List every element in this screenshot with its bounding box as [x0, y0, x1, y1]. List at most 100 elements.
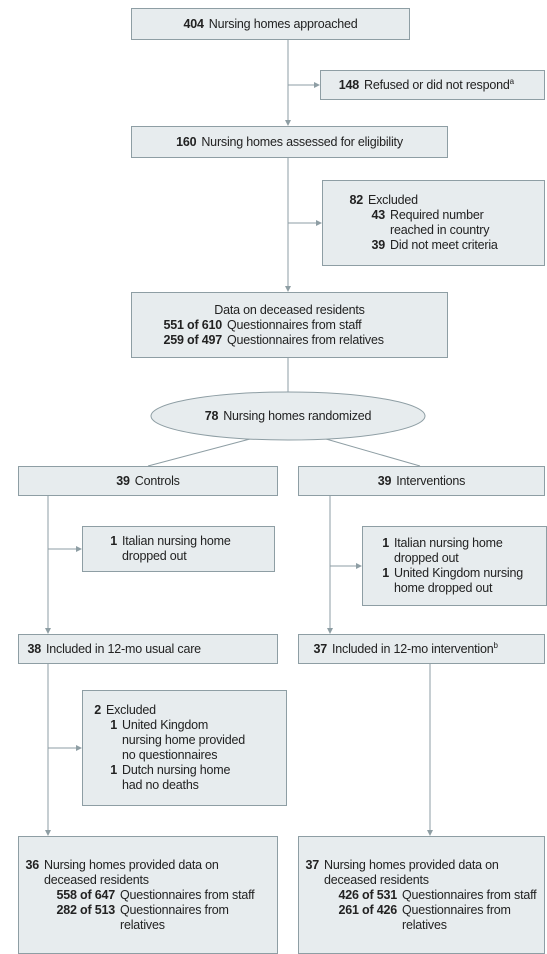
count: 426 of 531: [338, 887, 398, 902]
box: 39 Interventions: [298, 466, 545, 496]
count: 39: [116, 473, 130, 488]
line: 1 United Kingdom nursing home provided no…: [83, 718, 286, 763]
box: 160 Nursing homes assessed for eligibilit…: [131, 126, 448, 158]
label: Nursing homes assessed for eligibility: [201, 134, 403, 149]
label: Interventions: [396, 473, 466, 488]
line: 148 Refused or did not responda: [321, 76, 544, 93]
line: 38 Included in 12-mo usual care: [19, 642, 277, 657]
box: 37 Included in 12-mo interventionb: [298, 634, 545, 664]
line: 282 of 513 Questionnaires from relatives: [19, 903, 277, 933]
count: 148: [338, 77, 359, 92]
line: 261 of 426 Questionnaires from relatives: [299, 903, 544, 933]
line: 39 Controls: [19, 474, 277, 489]
label: Dutch nursing home had no deaths: [122, 763, 231, 792]
connector-lines: [45, 40, 433, 836]
count: 261 of 426: [338, 902, 398, 917]
count: 78: [204, 408, 219, 423]
connector: [147, 438, 251, 467]
box: 38 Included in 12-mo usual care: [18, 634, 278, 664]
count: 551 of 610: [163, 317, 223, 332]
randomization-oval: [150, 391, 426, 441]
label: Included in 12-mo usual care: [46, 641, 201, 656]
box: 2 Excluded 1 United Kingdom nursing home pr…: [82, 690, 287, 806]
count: 1: [110, 763, 117, 777]
connector: [325, 438, 421, 467]
count: 1: [110, 534, 117, 548]
label: Nursing homes randomized: [223, 408, 372, 423]
count: 259 of 497: [163, 332, 223, 347]
line: 1 Italian nursing home dropped out: [363, 536, 546, 566]
count: 82: [349, 193, 363, 207]
line: 160 Nursing homes assessed for eligibilit…: [132, 135, 447, 150]
count: 39: [371, 238, 385, 252]
line: 404 Nursing homes approached: [132, 17, 409, 32]
label: United Kingdom nursing home provided no …: [122, 718, 245, 762]
box: 39 Controls: [18, 466, 278, 496]
label: Questionnaires from relatives: [120, 902, 229, 932]
label: Refused or did not responda: [364, 76, 514, 92]
line: 78 Nursing homes randomized: [151, 409, 425, 424]
count: 43: [371, 208, 385, 222]
label: Questionnaires from staff: [227, 317, 362, 332]
box: Data on deceased residents 551 of 610 Ques…: [131, 292, 448, 358]
box: 404 Nursing homes approached: [131, 8, 410, 40]
count: 1: [110, 718, 117, 732]
footnote-mark: a: [509, 76, 514, 86]
count: 36: [25, 857, 39, 872]
line: 1 Dutch nursing home had no deaths: [83, 763, 286, 793]
count: 39: [377, 473, 392, 488]
label: Nursing homes provided data on deceased …: [324, 857, 499, 887]
line: 37 Nursing homes provided data on decease…: [299, 858, 544, 888]
line: Data on deceased residents: [132, 303, 447, 318]
line: 1 United Kingdom nursing home dropped out: [363, 566, 546, 596]
count: 282 of 513: [56, 902, 116, 917]
line: 551 of 610 Questionnaires from staff: [132, 318, 447, 333]
label: Data on deceased residents: [214, 302, 365, 317]
label: Italian nursing home dropped out: [394, 536, 503, 565]
label: Italian nursing home dropped out: [122, 534, 231, 563]
line: 37 Included in 12-mo interventionb: [299, 640, 544, 657]
label: Nursing homes approached: [208, 16, 358, 31]
line: 82 Excluded: [323, 193, 544, 208]
box: 36 Nursing homes provided data on decease…: [18, 836, 278, 954]
line: 39 Did not meet criteria: [323, 238, 544, 253]
label: United Kingdom nursing home dropped out: [394, 566, 524, 595]
line: 2 Excluded: [83, 703, 286, 718]
count: 38: [27, 641, 41, 656]
line: 43 Required number reached in country: [323, 208, 544, 238]
count: 37: [305, 857, 319, 872]
box: 1 Italian nursing home dropped out: [82, 526, 275, 572]
line: 558 of 647 Questionnaires from staff: [19, 888, 277, 903]
box: 37 Nursing homes provided data on decease…: [298, 836, 545, 954]
label: Included in 12-mo interventionb: [332, 640, 498, 656]
label: Questionnaires from staff: [120, 887, 255, 902]
line: 259 of 497 Questionnaires from relatives: [132, 333, 447, 348]
label: Excluded: [368, 193, 418, 207]
count: 37: [313, 641, 327, 656]
count: 404: [183, 16, 204, 31]
label: Questionnaires from staff: [402, 887, 537, 902]
line: 426 of 531 Questionnaires from staff: [299, 888, 544, 903]
box: 148 Refused or did not responda: [320, 70, 545, 100]
label: Nursing homes provided data on deceased …: [44, 857, 219, 887]
label: Questionnaires from relatives: [402, 902, 511, 932]
count: 1: [382, 536, 389, 550]
label: Required number reached in country: [390, 208, 490, 237]
box: 82 Excluded 43 Required number reached in c…: [322, 180, 545, 266]
count: 160: [176, 134, 197, 149]
line: 36 Nursing homes provided data on decease…: [19, 858, 277, 888]
box: 1 Italian nursing home dropped out 1 United…: [362, 526, 547, 606]
label: Controls: [134, 473, 180, 488]
footnote-mark: b: [493, 640, 498, 650]
oval-label: 78 Nursing homes randomized: [151, 392, 425, 440]
count: 558 of 647: [56, 887, 116, 902]
label: Excluded: [106, 703, 156, 717]
line: 1 Italian nursing home dropped out: [83, 534, 274, 564]
count: 2: [94, 703, 101, 717]
label: Questionnaires from relatives: [227, 332, 384, 347]
count: 1: [382, 566, 389, 580]
line: 39 Interventions: [299, 474, 544, 489]
label: Did not meet criteria: [390, 238, 498, 252]
